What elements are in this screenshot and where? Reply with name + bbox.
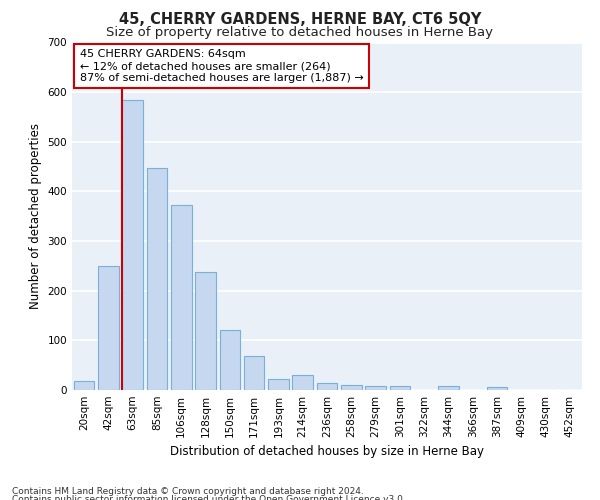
Text: Size of property relative to detached houses in Herne Bay: Size of property relative to detached ho… xyxy=(107,26,493,39)
X-axis label: Distribution of detached houses by size in Herne Bay: Distribution of detached houses by size … xyxy=(170,446,484,458)
Bar xyxy=(171,205,191,390)
Bar xyxy=(365,386,386,390)
Bar xyxy=(317,383,337,390)
Bar xyxy=(146,168,167,390)
Text: 45 CHERRY GARDENS: 64sqm
← 12% of detached houses are smaller (264)
87% of semi-: 45 CHERRY GARDENS: 64sqm ← 12% of detach… xyxy=(80,50,364,82)
Text: Contains HM Land Registry data © Crown copyright and database right 2024.: Contains HM Land Registry data © Crown c… xyxy=(12,488,364,496)
Bar xyxy=(487,386,508,390)
Y-axis label: Number of detached properties: Number of detached properties xyxy=(29,123,42,309)
Bar xyxy=(220,330,240,390)
Bar xyxy=(292,375,313,390)
Text: 45, CHERRY GARDENS, HERNE BAY, CT6 5QY: 45, CHERRY GARDENS, HERNE BAY, CT6 5QY xyxy=(119,12,481,28)
Bar xyxy=(74,381,94,390)
Bar xyxy=(389,386,410,390)
Bar xyxy=(244,356,265,390)
Bar xyxy=(122,100,143,390)
Bar xyxy=(195,272,216,390)
Text: Contains public sector information licensed under the Open Government Licence v3: Contains public sector information licen… xyxy=(12,495,406,500)
Bar xyxy=(438,386,459,390)
Bar xyxy=(341,384,362,390)
Bar xyxy=(268,378,289,390)
Bar xyxy=(98,266,119,390)
